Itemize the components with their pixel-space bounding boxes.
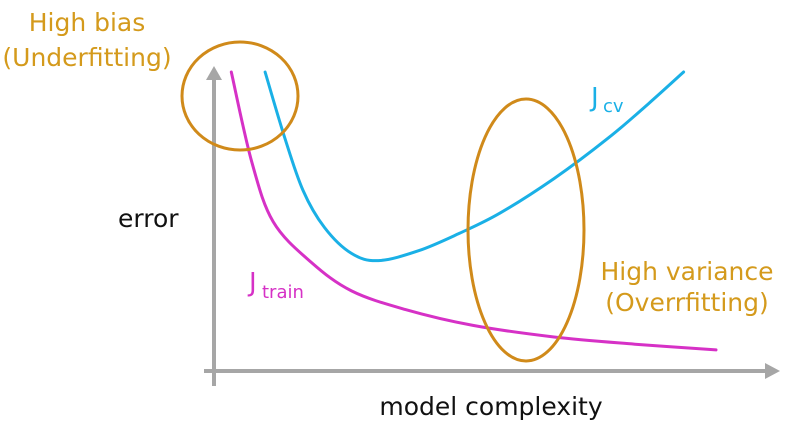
series-label-train: J train [247, 268, 304, 303]
series-layer [229, 70, 718, 352]
y-axis-arrowhead [206, 66, 222, 80]
annotation-high-bias-line-2: (Underfitting) [2, 43, 171, 72]
annotation-high-bias: High bias (Underfitting) [2, 8, 171, 72]
annotation-high-variance-line-2: (Overrfitting) [605, 288, 769, 317]
series-label-train-subscript: train [262, 282, 304, 303]
axes [204, 66, 780, 386]
x-axis-label: model complexity [379, 392, 602, 421]
series-line-cv [263, 70, 686, 263]
series-label-cv-subscript: cv [603, 96, 624, 117]
x-axis-arrowhead [765, 363, 780, 379]
y-axis-label: error [118, 204, 179, 233]
series-label-train-main: J [247, 268, 257, 298]
series-line-train [229, 70, 718, 352]
annotation-high-bias-line-1: High bias [29, 8, 146, 37]
high-bias-ellipse [180, 40, 300, 152]
series-label-cv-main: J [589, 83, 599, 113]
annotation-high-variance-line-1: High variance [600, 257, 773, 286]
annotation-high-variance: High variance (Overrfitting) [600, 257, 773, 317]
series-label-cv: J cv [589, 83, 624, 117]
high-variance-ellipse [466, 97, 586, 363]
